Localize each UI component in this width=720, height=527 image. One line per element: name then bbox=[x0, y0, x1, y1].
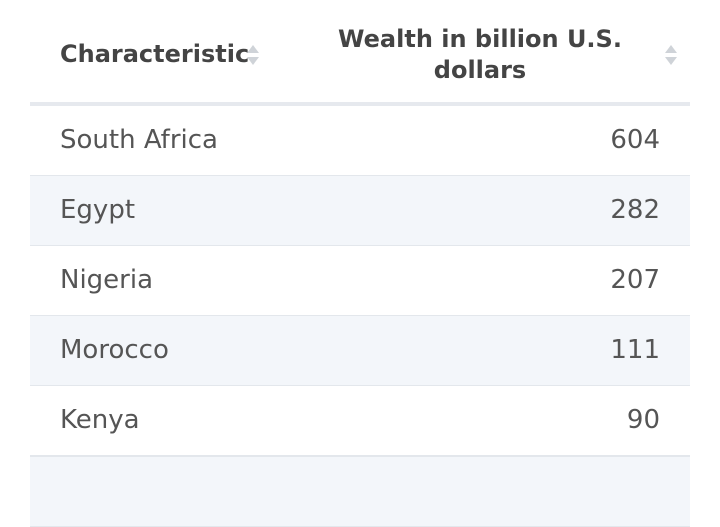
header-divider bbox=[30, 102, 690, 106]
table-row: Morocco 111 bbox=[30, 316, 690, 386]
country-cell: Egypt bbox=[60, 195, 136, 225]
country-cell: Kenya bbox=[60, 405, 140, 435]
value-cell: 207 bbox=[610, 265, 660, 295]
value-cell: 111 bbox=[610, 335, 660, 365]
table-row: Kenya 90 bbox=[30, 386, 690, 456]
sort-icon[interactable] bbox=[246, 43, 260, 67]
column-header[interactable]: Wealth in billion U.S. dollars bbox=[338, 25, 622, 84]
table-row: Egypt 282 bbox=[30, 176, 690, 246]
value-cell: 282 bbox=[610, 195, 660, 225]
value-cell: 90 bbox=[626, 405, 660, 435]
table-row: Nigeria 207 bbox=[30, 246, 690, 316]
country-cell: Nigeria bbox=[60, 265, 154, 295]
country-cell: Morocco bbox=[60, 335, 169, 365]
table-row: South Africa 604 bbox=[30, 106, 690, 176]
table-page: Characteristic Wealth in billion U.S. do… bbox=[30, 25, 690, 527]
table-row bbox=[30, 456, 690, 527]
country-cell: South Africa bbox=[60, 125, 218, 155]
sort-icon[interactable] bbox=[664, 43, 678, 67]
column-header[interactable]: Characteristic bbox=[60, 40, 250, 68]
value-cell: 604 bbox=[610, 125, 660, 155]
